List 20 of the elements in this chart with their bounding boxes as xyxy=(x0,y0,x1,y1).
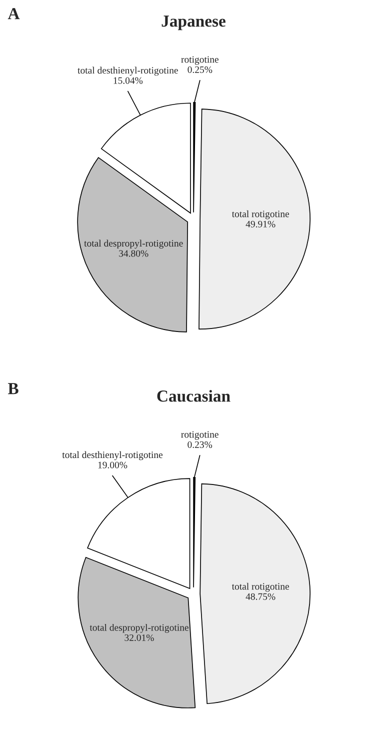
slice-label: total rotigotine xyxy=(232,210,290,220)
data-label: 32.01% xyxy=(124,634,154,642)
slice-label: rotigotine xyxy=(181,56,218,65)
slice-label: total desthienyl-rotigotine xyxy=(78,66,178,76)
data-label: 48.75% xyxy=(246,593,276,600)
slice-label: total despropyl-rotigotine xyxy=(90,624,188,633)
data-label: 0.23% xyxy=(188,441,212,448)
slice-label: total rotigotine xyxy=(232,582,289,592)
data-label: 49.91% xyxy=(246,220,276,228)
chart-title: Japanese xyxy=(162,16,226,30)
chart-title: Caucasian xyxy=(157,390,230,402)
data-label: 34.80% xyxy=(119,250,148,257)
text: B xyxy=(8,383,18,394)
data-label: 0.25% xyxy=(188,66,212,73)
text: A xyxy=(8,8,20,20)
data-label: 15.04% xyxy=(114,77,143,84)
slice-label: rotigotine xyxy=(181,431,218,440)
data-label: 19.00% xyxy=(98,462,128,468)
slice-label: total desthienyl-rotigotine xyxy=(62,451,163,460)
slice-label: total despropyl-rotigotine xyxy=(84,240,183,249)
